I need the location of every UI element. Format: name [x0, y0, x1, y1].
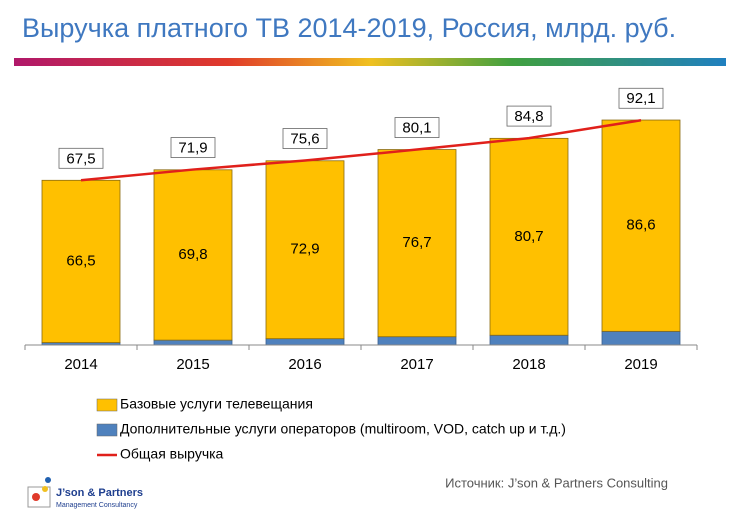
label-box	[58, 147, 104, 169]
legend-label: Дополнительные услуги операторов (multir…	[120, 421, 566, 437]
bar-segment	[265, 160, 345, 340]
bar-segment	[601, 119, 681, 332]
legend-swatch	[96, 398, 118, 412]
logo-box	[27, 486, 51, 508]
label-box	[394, 117, 440, 138]
total-label: 67,5	[66, 150, 95, 167]
total-label: 71,9	[178, 140, 207, 157]
label-box	[506, 105, 552, 127]
bar-segment	[265, 338, 345, 346]
x-tick-label: 2016	[288, 356, 321, 373]
total-line	[80, 119, 642, 182]
legend-swatch	[96, 423, 118, 437]
value-label: 76,7	[402, 234, 431, 251]
logo-dot	[45, 477, 51, 483]
total-label: 84,8	[514, 108, 543, 125]
x-tick-label: 2017	[400, 356, 433, 373]
total-label: 92,1	[626, 90, 655, 107]
source: Источник: J’son & Partners Consulting	[445, 475, 668, 490]
label-box	[618, 87, 664, 109]
logo-dot	[32, 493, 40, 501]
bar-segment	[153, 339, 233, 346]
total-label: 75,6	[290, 131, 319, 148]
value-label: 72,9	[290, 241, 319, 258]
x-tick-label: 2015	[176, 356, 209, 373]
bar-segment	[489, 334, 569, 346]
bar-segment	[489, 137, 569, 336]
value-label: 69,8	[178, 246, 207, 263]
bar-segment	[153, 169, 233, 341]
logo-name: J’son & Partners	[56, 487, 143, 499]
x-tick-label: 2018	[512, 356, 545, 373]
x-tick-label: 2014	[64, 356, 97, 373]
bar-segment	[377, 336, 457, 346]
bar-segment	[601, 330, 681, 346]
bar-segment	[377, 149, 457, 338]
logo-subtitle: Management Consultancy	[56, 502, 138, 509]
legend-label: Базовые услуги телевещания	[120, 396, 313, 412]
chart-title: Выручка платного ТВ 2014-2019, Россия, м…	[22, 13, 676, 43]
value-label: 86,6	[626, 217, 655, 234]
logo: J’son & Partners Management Consultancy	[27, 477, 143, 509]
value-label: 66,5	[66, 252, 95, 269]
value-label: 80,7	[514, 228, 543, 245]
label-box	[170, 137, 216, 158]
x-tick-label: 2019	[624, 356, 657, 373]
total-label: 80,1	[402, 120, 431, 137]
logo-dot	[42, 486, 48, 492]
bar-segment	[41, 179, 121, 343]
label-box	[282, 128, 328, 149]
legend-label: Общая выручка	[120, 446, 224, 462]
title-rule	[14, 58, 726, 66]
